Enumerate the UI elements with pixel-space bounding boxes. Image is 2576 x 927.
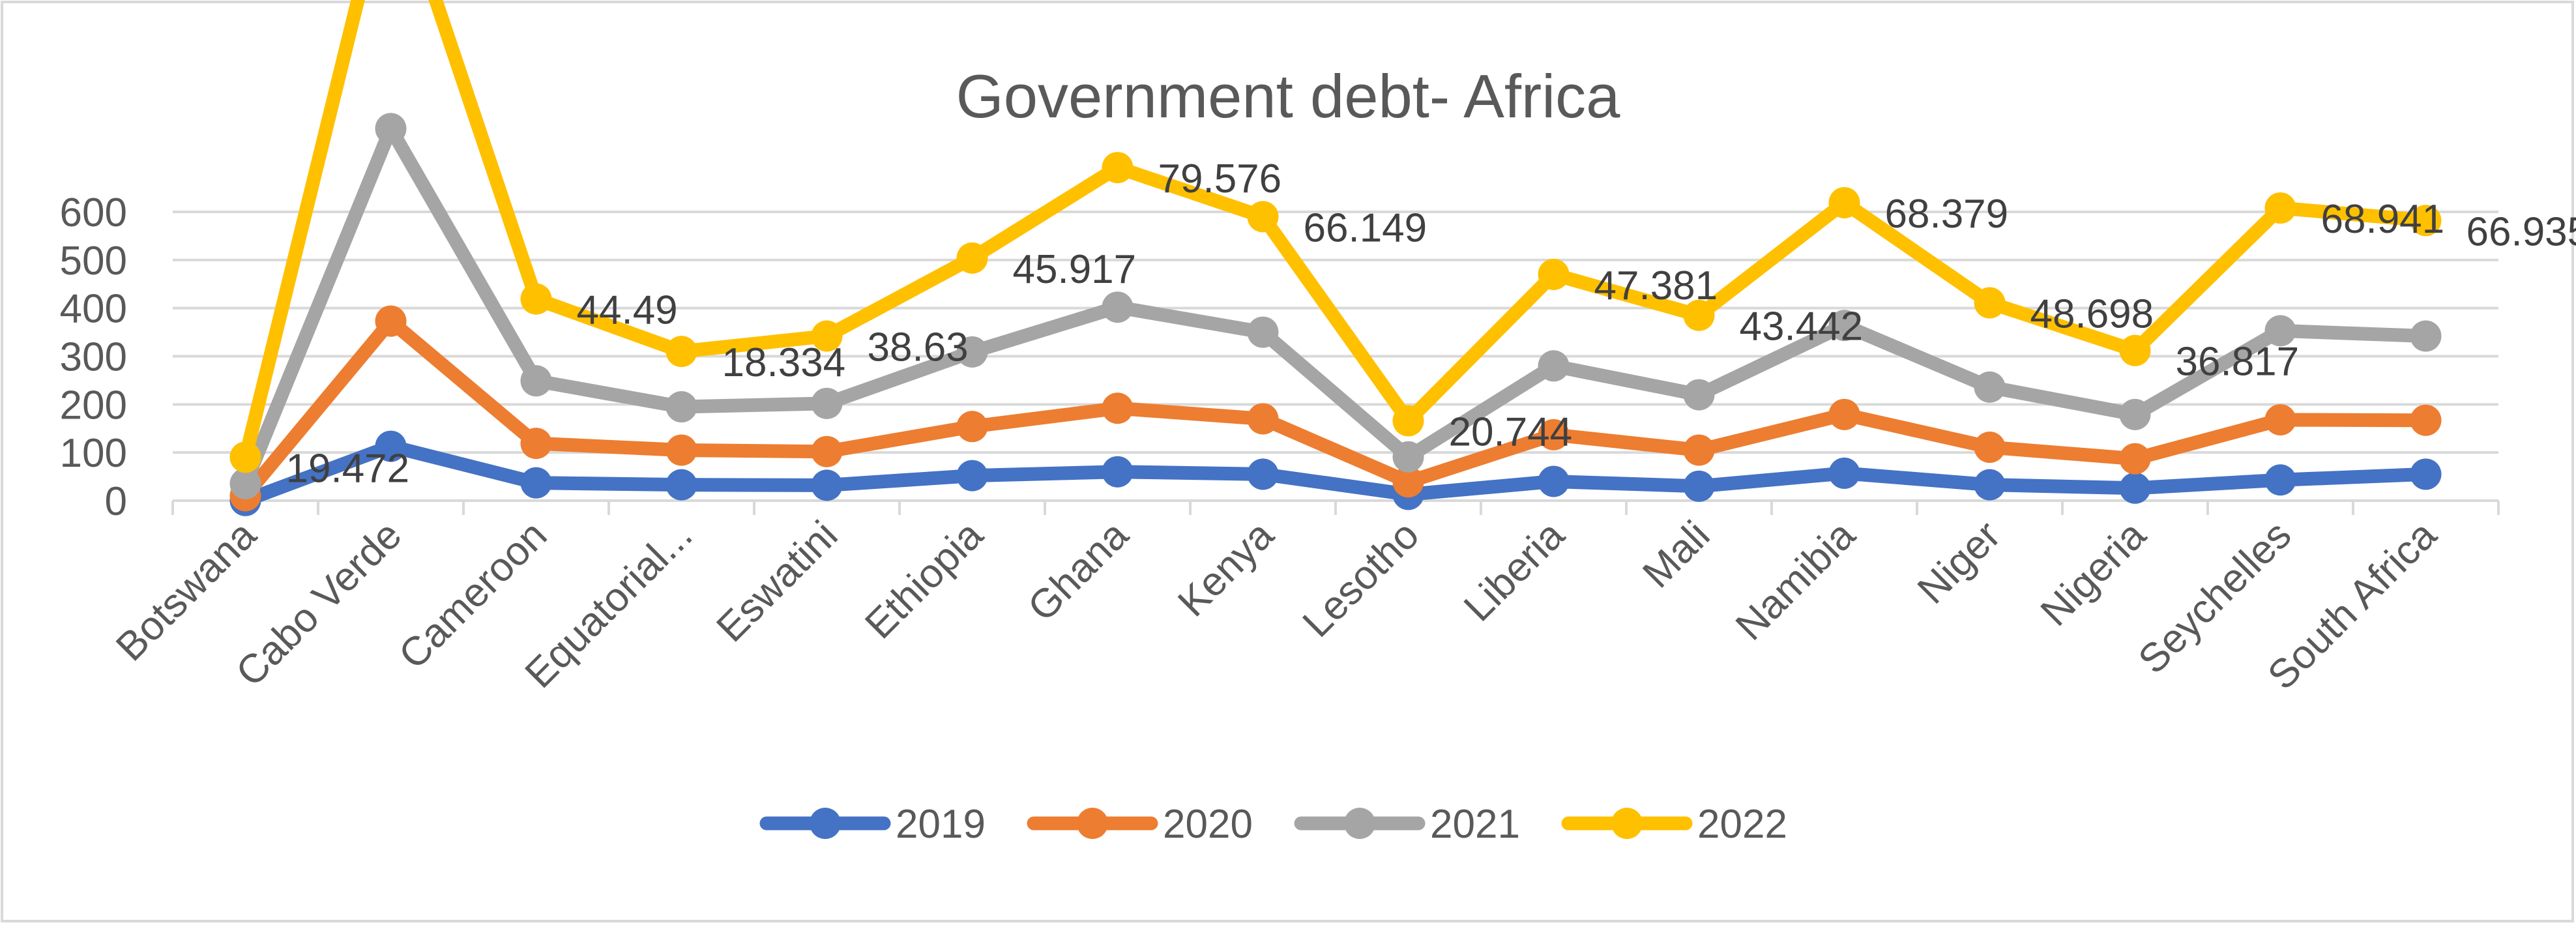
data-point-2022[interactable] [957,243,988,274]
data-point-2019[interactable] [2120,473,2151,504]
data-point-2020[interactable] [2120,443,2151,475]
data-point-2020[interactable] [2410,405,2442,436]
data-point-2020[interactable] [521,428,552,459]
data-point-2021[interactable] [375,113,407,144]
data-point-2020[interactable] [1974,432,2006,463]
data-point-2022[interactable] [1538,259,1570,290]
data-point-2019[interactable] [1248,458,1279,490]
data-point-2020[interactable] [957,411,988,442]
data-point-2021[interactable] [2410,320,2442,351]
data-point-2021[interactable] [1248,317,1279,348]
data-label: 47.381 [1594,263,1718,308]
data-label: 38.63 [868,325,969,370]
data-point-2021[interactable] [666,391,697,422]
data-label: 18.334 [722,340,846,385]
y-tick-label: 0 [105,479,127,524]
data-point-2020[interactable] [666,434,697,465]
data-label: 48.698 [2030,292,2154,337]
data-point-2022[interactable] [1102,152,1134,183]
data-point-2020[interactable] [1248,403,1279,434]
data-point-2021[interactable] [812,388,843,419]
data-point-2022[interactable] [2120,335,2151,366]
data-point-2021[interactable] [1538,350,1570,381]
data-label: 44.49 [577,288,678,333]
data-point-2021[interactable] [521,365,552,396]
y-tick-label: 200 [60,383,127,428]
data-point-2019[interactable] [2265,464,2296,495]
data-point-2022[interactable] [521,284,552,315]
data-point-2019[interactable] [1829,458,1860,489]
data-point-2019[interactable] [666,469,697,501]
legend-label: 2022 [1697,802,1787,847]
data-point-2020[interactable] [375,306,407,337]
legend-swatch-marker [1611,808,1643,839]
data-label: 36.817 [2176,340,2300,385]
legend-label: 2019 [896,802,986,847]
data-label: 20.744 [1449,409,1573,454]
data-label: 45.917 [1013,247,1137,292]
data-point-2019[interactable] [957,460,988,492]
chart-title: Government debt- Africa [956,62,1621,130]
data-point-2022[interactable] [2265,192,2296,224]
y-tick-label: 100 [60,431,127,476]
data-point-2022[interactable] [230,441,261,473]
data-point-2022[interactable] [666,336,697,367]
y-tick-label: 500 [60,239,127,284]
data-point-2020[interactable] [1829,399,1860,430]
data-point-2022[interactable] [1974,287,2006,319]
y-tick-label: 300 [60,335,127,380]
legend-label: 2020 [1163,802,1253,847]
data-point-2019[interactable] [1974,469,2006,501]
data-point-2021[interactable] [1684,379,1715,411]
data-point-2019[interactable] [1684,471,1715,502]
data-point-2021[interactable] [1393,441,1424,473]
data-point-2019[interactable] [2410,458,2442,490]
data-point-2020[interactable] [1684,434,1715,465]
data-label: 66.935 [2466,209,2576,254]
legend-swatch-marker [1077,808,1108,839]
data-label: 43.442 [1740,304,1864,349]
legend-label: 2021 [1430,802,1520,847]
data-point-2021[interactable] [1974,372,2006,403]
data-point-2019[interactable] [812,469,843,501]
data-label: 19.472 [286,446,410,491]
data-label: 68.941 [2321,197,2445,242]
data-point-2019[interactable] [521,467,552,499]
data-point-2021[interactable] [1102,291,1134,323]
data-point-2019[interactable] [1538,465,1570,497]
data-point-2022[interactable] [1248,201,1279,232]
data-label: 68.379 [1885,192,2009,237]
data-point-2021[interactable] [2120,399,2151,430]
data-label: 79.576 [1158,156,1282,201]
data-point-2019[interactable] [1102,456,1134,488]
data-point-2020[interactable] [1102,392,1134,424]
y-tick-label: 600 [60,190,127,235]
data-label: 66.149 [1304,205,1427,250]
legend-swatch-marker [1344,808,1375,839]
y-tick-label: 400 [60,287,127,332]
data-point-2022[interactable] [1829,187,1860,218]
data-point-2020[interactable] [812,436,843,467]
legend-swatch-marker [810,808,841,839]
data-point-2022[interactable] [1393,405,1424,436]
data-point-2020[interactable] [2265,404,2296,435]
